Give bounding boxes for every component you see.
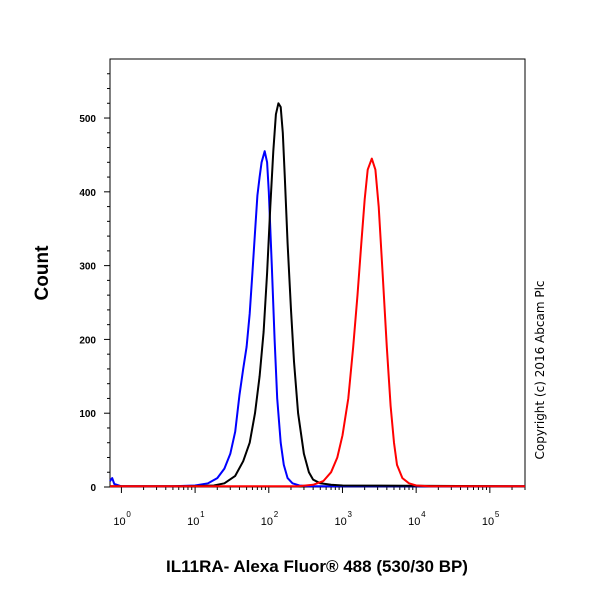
y-axis-ticks: 0 100 200 300 400 500 [79, 114, 110, 494]
x-tick-label: 10 [261, 516, 273, 528]
y-tick-label: 400 [79, 188, 96, 199]
x-tick-label: 10 [408, 516, 420, 528]
x-tick-label: 10 [482, 516, 494, 528]
x-tick-label: 10 [187, 516, 199, 528]
x-tick-label: 10 [334, 516, 346, 528]
series-line-1 [110, 102, 526, 488]
x-axis-title: IL11RA- Alexa Fluor® 488 (530/30 BP) [166, 557, 468, 576]
plot-area [109, 58, 526, 488]
x-tick-label: 10 [113, 516, 125, 528]
x-tick-exponent: 5 [495, 510, 500, 519]
x-minor-ticks [143, 487, 526, 490]
x-tick-exponent: 0 [126, 510, 131, 519]
y-tick-label: 0 [90, 483, 96, 494]
y-minor-ticks [107, 73, 110, 473]
y-tick-label: 300 [79, 262, 96, 273]
y-tick-label: 100 [79, 409, 96, 420]
x-tick-exponent: 3 [347, 510, 352, 519]
copyright-text: Copyright (c) 2016 Abcam Plc [533, 280, 547, 459]
x-tick-exponent: 1 [200, 510, 205, 519]
y-axis-title: Count [32, 245, 53, 301]
series-line-0 [109, 150, 525, 488]
y-tick-label: 200 [79, 335, 96, 346]
series-line-2 [110, 157, 525, 488]
series-group [109, 102, 526, 488]
x-tick-exponent: 2 [274, 510, 279, 519]
x-tick-exponent: 4 [421, 510, 426, 519]
y-tick-label: 500 [79, 114, 96, 125]
